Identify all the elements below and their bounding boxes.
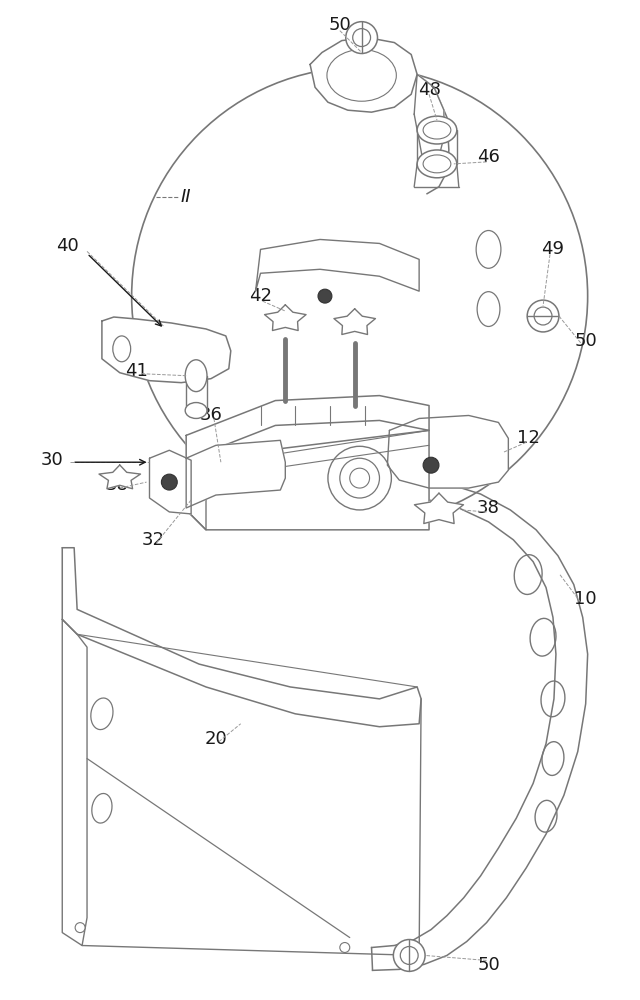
Text: 50: 50 (574, 332, 597, 350)
Text: 36: 36 (200, 406, 222, 424)
Circle shape (75, 923, 85, 933)
Circle shape (340, 458, 380, 498)
Text: 38: 38 (106, 476, 128, 494)
Polygon shape (186, 430, 429, 530)
Polygon shape (62, 548, 421, 727)
Circle shape (346, 22, 378, 53)
Circle shape (423, 457, 439, 473)
Polygon shape (186, 396, 429, 460)
Polygon shape (264, 305, 306, 331)
Polygon shape (415, 493, 463, 524)
Circle shape (318, 289, 332, 303)
Ellipse shape (185, 403, 207, 418)
Text: 40: 40 (56, 237, 79, 255)
Text: 50: 50 (328, 16, 351, 34)
Polygon shape (310, 38, 417, 112)
Text: 32: 32 (142, 531, 165, 549)
Text: 41: 41 (125, 362, 148, 380)
Text: 46: 46 (477, 148, 500, 166)
Polygon shape (99, 465, 141, 489)
Text: 50: 50 (477, 956, 500, 974)
Polygon shape (150, 450, 191, 514)
Polygon shape (387, 415, 508, 488)
Ellipse shape (423, 121, 451, 139)
Text: 38: 38 (477, 499, 500, 517)
Polygon shape (62, 619, 87, 946)
Polygon shape (186, 460, 206, 530)
Ellipse shape (417, 116, 457, 144)
Text: 20: 20 (205, 730, 227, 748)
Polygon shape (414, 74, 444, 167)
Text: 49: 49 (541, 240, 564, 258)
Polygon shape (102, 317, 231, 383)
Circle shape (400, 947, 418, 964)
Circle shape (534, 307, 552, 325)
Circle shape (340, 943, 349, 952)
Ellipse shape (417, 150, 457, 178)
Polygon shape (334, 309, 376, 334)
Polygon shape (186, 440, 285, 508)
Text: 42: 42 (249, 287, 272, 305)
Circle shape (353, 29, 371, 47)
Text: 12: 12 (516, 429, 540, 447)
Circle shape (328, 446, 392, 510)
Circle shape (349, 468, 369, 488)
Ellipse shape (185, 360, 207, 392)
Text: 48: 48 (418, 81, 440, 99)
Text: 30: 30 (41, 451, 64, 469)
Ellipse shape (423, 155, 451, 173)
Text: II: II (181, 188, 191, 206)
Circle shape (161, 474, 177, 490)
Circle shape (527, 300, 559, 332)
Text: 10: 10 (574, 590, 597, 608)
Circle shape (394, 940, 425, 971)
Polygon shape (255, 239, 419, 291)
